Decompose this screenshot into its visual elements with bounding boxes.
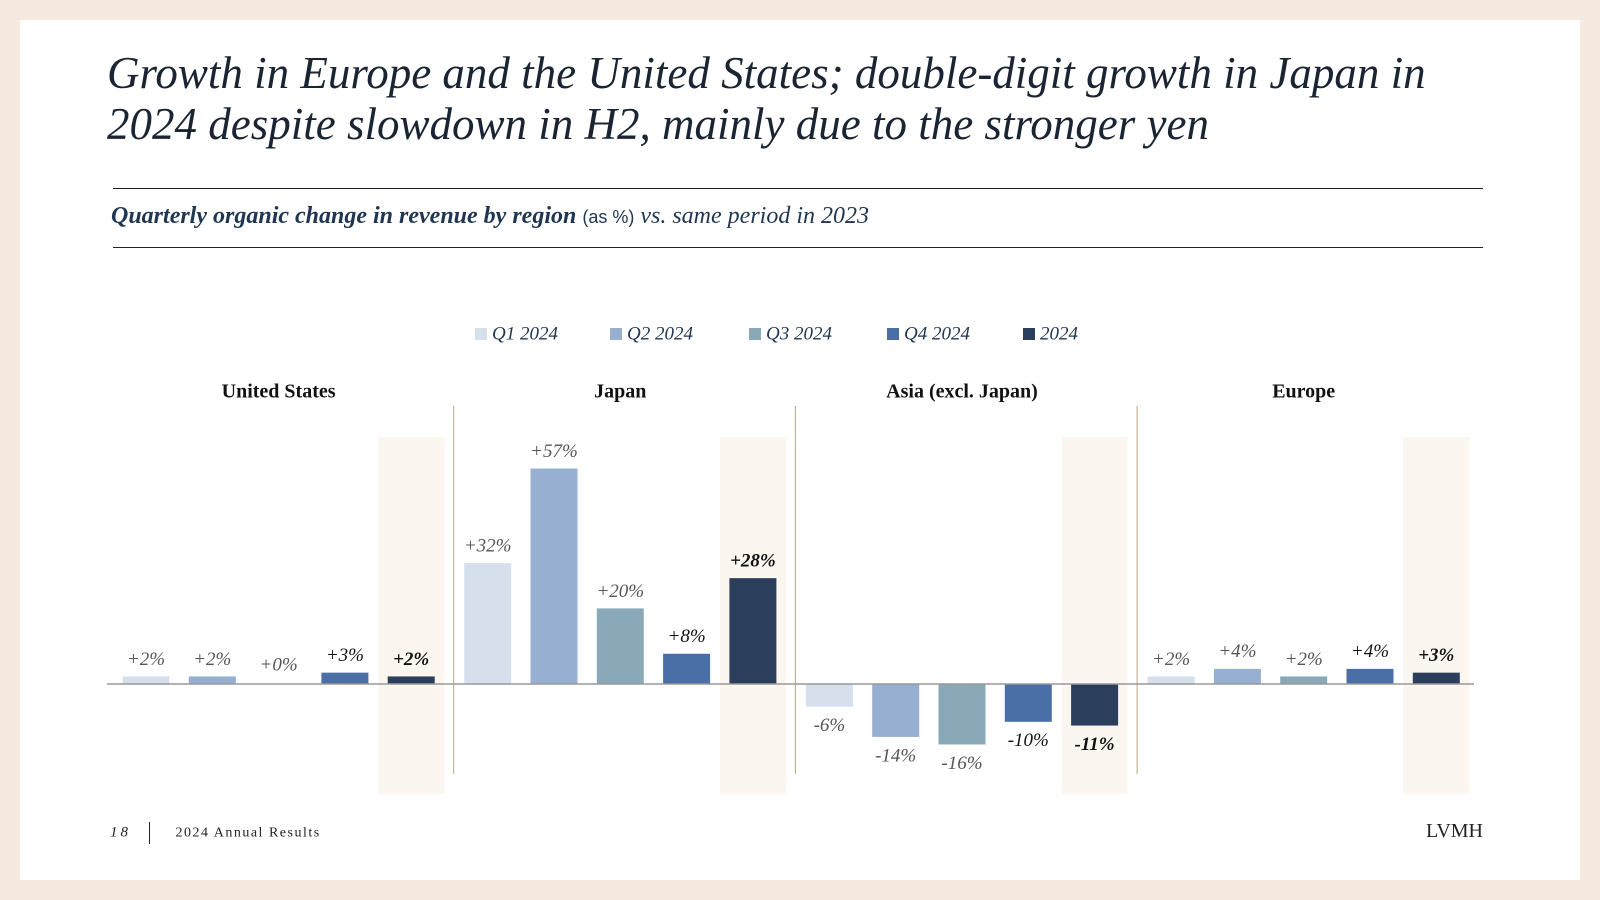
footer: 18 2024 Annual Results bbox=[110, 822, 321, 844]
value-label: +2% bbox=[127, 649, 165, 670]
bar bbox=[122, 676, 170, 684]
highlight-column bbox=[1061, 437, 1128, 794]
value-label: -14% bbox=[875, 745, 916, 766]
bar bbox=[1346, 668, 1394, 684]
bar bbox=[321, 672, 369, 684]
legend-label: Q2 2024 bbox=[627, 323, 693, 344]
footer-label: 2024 Annual Results bbox=[175, 825, 321, 841]
value-label: -6% bbox=[814, 715, 846, 736]
bar bbox=[805, 684, 853, 707]
highlight-column bbox=[1403, 437, 1470, 794]
legend-swatch bbox=[1023, 328, 1035, 340]
bar bbox=[387, 676, 435, 684]
page-number: 18 bbox=[110, 824, 131, 841]
value-label: -16% bbox=[941, 753, 982, 774]
bar bbox=[188, 676, 236, 684]
subtitle: Quarterly organic change in revenue by r… bbox=[111, 203, 869, 230]
legend-swatch bbox=[749, 328, 761, 340]
bar bbox=[1213, 668, 1261, 684]
separator bbox=[148, 822, 150, 844]
bar bbox=[530, 468, 578, 684]
legend-label: Q1 2024 bbox=[492, 323, 558, 344]
value-label: +28% bbox=[730, 551, 776, 572]
bar bbox=[938, 684, 986, 745]
legend-label: 2024 bbox=[1040, 323, 1079, 344]
value-label: -10% bbox=[1008, 730, 1049, 751]
subtitle-text: Quarterly organic change in revenue by r… bbox=[111, 203, 577, 229]
legend-swatch bbox=[887, 328, 899, 340]
slide bbox=[20, 20, 1580, 880]
value-label: +2% bbox=[193, 649, 231, 670]
bar bbox=[1147, 676, 1195, 684]
category-label: United States bbox=[222, 381, 336, 403]
category-label: Europe bbox=[1272, 381, 1335, 403]
subtitle-unit: (as %) bbox=[582, 207, 635, 227]
rule bbox=[113, 247, 1483, 248]
slide-title: Growth in Europe and the United States; … bbox=[107, 48, 1426, 149]
bar bbox=[1412, 672, 1460, 684]
subtitle-note: vs. same period in 2023 bbox=[640, 203, 869, 229]
bar bbox=[729, 578, 777, 684]
value-label: +3% bbox=[1418, 645, 1454, 666]
bar bbox=[1071, 684, 1119, 726]
value-label: +0% bbox=[260, 654, 298, 675]
value-label: +20% bbox=[596, 581, 644, 602]
value-label: +4% bbox=[1218, 641, 1256, 662]
legend-swatch bbox=[475, 328, 487, 340]
value-label: +2% bbox=[1285, 649, 1323, 670]
bar bbox=[872, 684, 920, 737]
legend-label: Q3 2024 bbox=[766, 323, 832, 344]
value-label: +32% bbox=[464, 535, 512, 556]
value-label: +2% bbox=[1152, 649, 1190, 670]
value-label: -11% bbox=[1075, 734, 1115, 755]
value-label: +8% bbox=[668, 626, 706, 647]
bar bbox=[1004, 684, 1052, 722]
bar bbox=[464, 563, 512, 684]
bar bbox=[596, 608, 644, 684]
rule bbox=[113, 188, 1483, 189]
value-label: +57% bbox=[530, 441, 578, 462]
legend-swatch bbox=[610, 328, 622, 340]
category-label: Japan bbox=[594, 381, 646, 403]
brand: LVMH bbox=[1425, 820, 1483, 842]
highlight-column bbox=[378, 437, 445, 794]
value-label: +4% bbox=[1351, 641, 1389, 662]
bar bbox=[1280, 676, 1328, 684]
category-label: Asia (excl. Japan) bbox=[886, 381, 1038, 403]
legend-label: Q4 2024 bbox=[904, 323, 970, 344]
value-label: +3% bbox=[326, 645, 364, 666]
value-label: +2% bbox=[393, 649, 429, 670]
bar bbox=[663, 653, 711, 684]
